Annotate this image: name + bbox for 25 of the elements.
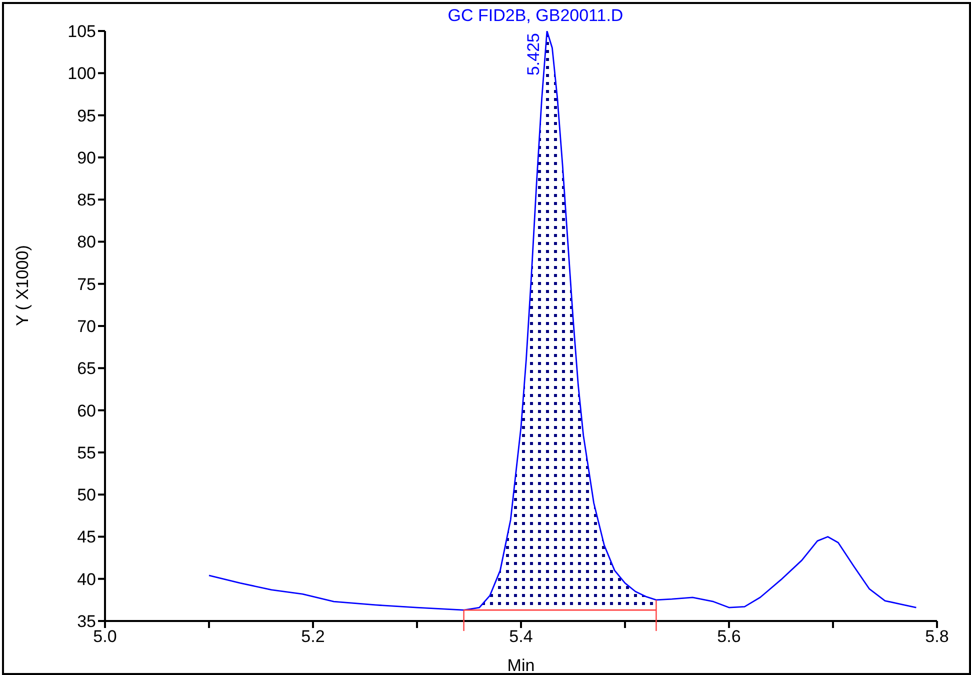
- y-tick-label: 85: [77, 190, 96, 210]
- annotation: 5.425: [524, 33, 543, 76]
- y-tick-label: 55: [77, 443, 96, 462]
- line-series: [208, 31, 917, 611]
- y-tick-label: 80: [77, 232, 96, 252]
- x-tick-label: 5.0: [93, 627, 117, 646]
- y-tick-label: 90: [77, 148, 96, 168]
- x-tick-label: 5.4: [509, 627, 533, 646]
- chart-title: GC FID2B, GB20011.D: [448, 6, 624, 25]
- x-tick-label: 5.8: [925, 627, 949, 646]
- y-tick-label: 95: [77, 106, 96, 126]
- y-tick-label: 50: [77, 486, 96, 505]
- y-tick-label: 75: [77, 274, 96, 294]
- y-axis-title: Y ( X1000): [13, 245, 32, 326]
- x-tick-label: 5.6: [717, 627, 741, 646]
- x-tick-label: 5.2: [301, 627, 325, 646]
- y-tick-label: 40: [77, 570, 96, 589]
- y-tick-label: 70: [77, 317, 96, 336]
- y-tick-label: 100: [68, 64, 96, 84]
- x-axis-title: Min: [507, 656, 535, 675]
- y-tick-label: 35: [77, 612, 96, 632]
- y-tick-label: 65: [77, 359, 96, 378]
- y-tick-label: 105: [68, 22, 96, 42]
- y-tick-label: 45: [77, 528, 96, 547]
- y-tick-label: 60: [77, 401, 96, 420]
